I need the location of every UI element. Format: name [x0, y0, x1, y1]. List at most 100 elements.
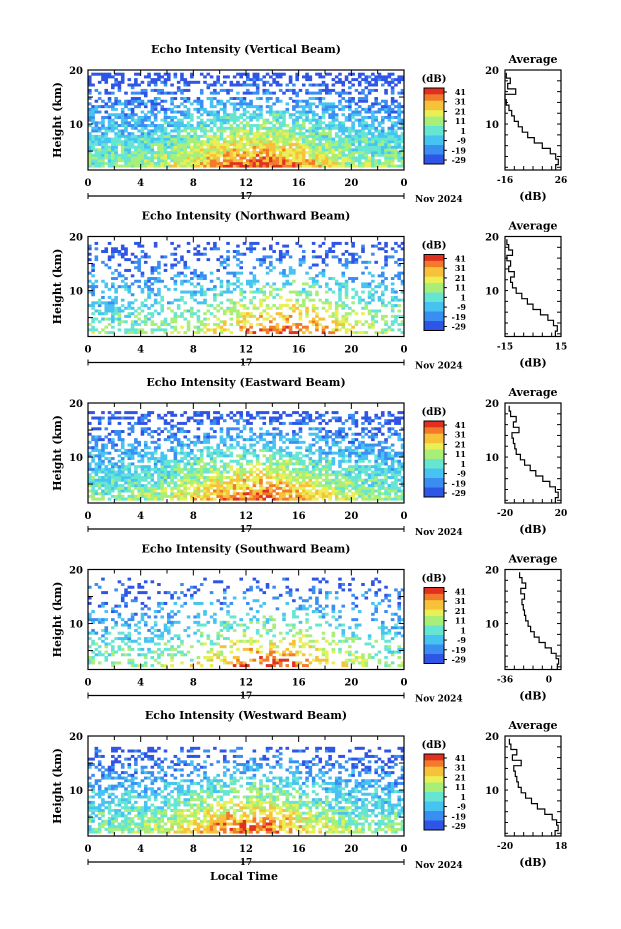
heatmap-cell [153, 277, 158, 281]
heatmap-cell [384, 99, 388, 103]
heatmap-cell [143, 473, 148, 477]
heatmap-cell [153, 293, 158, 297]
heatmap-cell [94, 478, 99, 482]
heatmap-cell [321, 151, 326, 155]
heatmap-cell [134, 421, 138, 425]
heatmap-cell [325, 124, 329, 128]
heatmap-cell [265, 440, 270, 444]
heatmap-cell [101, 134, 105, 138]
heatmap-cell [114, 317, 118, 321]
heatmap-cell [236, 107, 240, 111]
heatmap-cell [282, 121, 286, 125]
heatmap-cell [278, 153, 283, 157]
heatmap-cell [242, 314, 247, 318]
heatmap-cell [387, 145, 392, 149]
heatmap-cell [232, 492, 237, 496]
heatmap-cell [150, 322, 155, 326]
heatmap-cell [183, 467, 188, 471]
heatmap-cell [265, 129, 270, 133]
profile-line [504, 72, 559, 170]
heatmap-cell [348, 107, 352, 111]
heatmap-cell [242, 80, 247, 84]
heatmap-cell [91, 328, 95, 332]
heatmap-cell [94, 440, 99, 444]
heatmap-cell [325, 290, 329, 294]
heatmap-cell [209, 105, 214, 109]
heatmap-cell [170, 478, 174, 482]
heatmap-cell [120, 497, 125, 501]
heatmap-cell [216, 134, 220, 138]
heatmap-cell [203, 134, 207, 138]
heatmap-cell [305, 309, 309, 313]
heatmap-cell [170, 489, 174, 493]
heatmap-cell [209, 457, 214, 461]
heatmap-cell [173, 279, 178, 283]
heatmap-cell [295, 115, 299, 119]
heatmap-cell [262, 448, 267, 452]
heatmap-cell [193, 497, 197, 501]
heatmap-cell [371, 320, 375, 324]
heatmap-cell [143, 115, 148, 119]
colorbar-tick-label: -29 [452, 155, 467, 165]
heatmap-cell [127, 151, 132, 155]
heatmap-cell [127, 137, 132, 141]
colorbar-segment [424, 276, 444, 281]
heatmap-cell [124, 454, 128, 458]
heatmap-cell [222, 462, 227, 466]
heatmap-cell [311, 475, 316, 479]
heatmap-cell [216, 484, 220, 488]
heatmap-cell [124, 258, 128, 262]
heatmap-cell [262, 159, 267, 163]
heatmap-cell [140, 475, 145, 479]
heatmap-cell [252, 142, 257, 146]
heatmap-cell [400, 118, 405, 122]
heatmap-cell [88, 97, 92, 101]
heatmap-cell [278, 148, 283, 152]
heatmap-cell [143, 413, 148, 417]
heatmap-cell [341, 304, 346, 308]
heatmap-cell [193, 137, 197, 141]
heatmap-cells [88, 411, 405, 501]
colorbar-segment [424, 286, 444, 290]
heatmap-cell [255, 124, 260, 128]
heatmap-cell [288, 80, 293, 84]
heatmap-cell [308, 481, 313, 485]
heatmap-cell [295, 132, 299, 136]
heatmap-cell [344, 263, 349, 267]
heatmap-cell [101, 124, 105, 128]
heatmap-cell [153, 328, 158, 332]
heatmap-cell [160, 99, 165, 103]
heatmap-cell [206, 489, 211, 493]
heatmap-cell [199, 497, 204, 501]
heatmap-cell [190, 134, 194, 138]
heatmap-cell [140, 99, 145, 103]
heatmap-cell [127, 148, 132, 152]
heatmap-cell [269, 107, 273, 111]
heatmap-cell [226, 279, 230, 283]
heatmap-cell [180, 497, 184, 501]
heatmap-cell [190, 277, 194, 281]
heatmap-cell [150, 148, 155, 152]
heatmap-cell [334, 118, 339, 122]
heatmap-cell [114, 301, 118, 305]
heatmap-cell [190, 470, 194, 474]
heatmap-cell [88, 446, 92, 450]
heatmap-cell [157, 142, 161, 146]
heatmap-cell [239, 252, 244, 256]
heatmap-cell [295, 301, 299, 305]
x-tick-label: 16 [292, 345, 306, 356]
heatmap-cell [384, 137, 388, 141]
heatmap-cell [321, 161, 326, 165]
heatmap-cell [348, 97, 352, 101]
heatmap-cell [196, 274, 201, 278]
heatmap-cell [130, 312, 135, 316]
heatmap-cell [252, 454, 257, 458]
heatmap-cell [298, 126, 303, 130]
heatmap-cell [160, 134, 165, 138]
heatmap-cell [183, 279, 188, 283]
heatmap-cell [295, 99, 299, 103]
heatmap-cell [282, 145, 286, 149]
heatmap-cell [232, 129, 237, 133]
heatmap-cell [269, 457, 273, 461]
heatmap-cell [117, 252, 122, 256]
